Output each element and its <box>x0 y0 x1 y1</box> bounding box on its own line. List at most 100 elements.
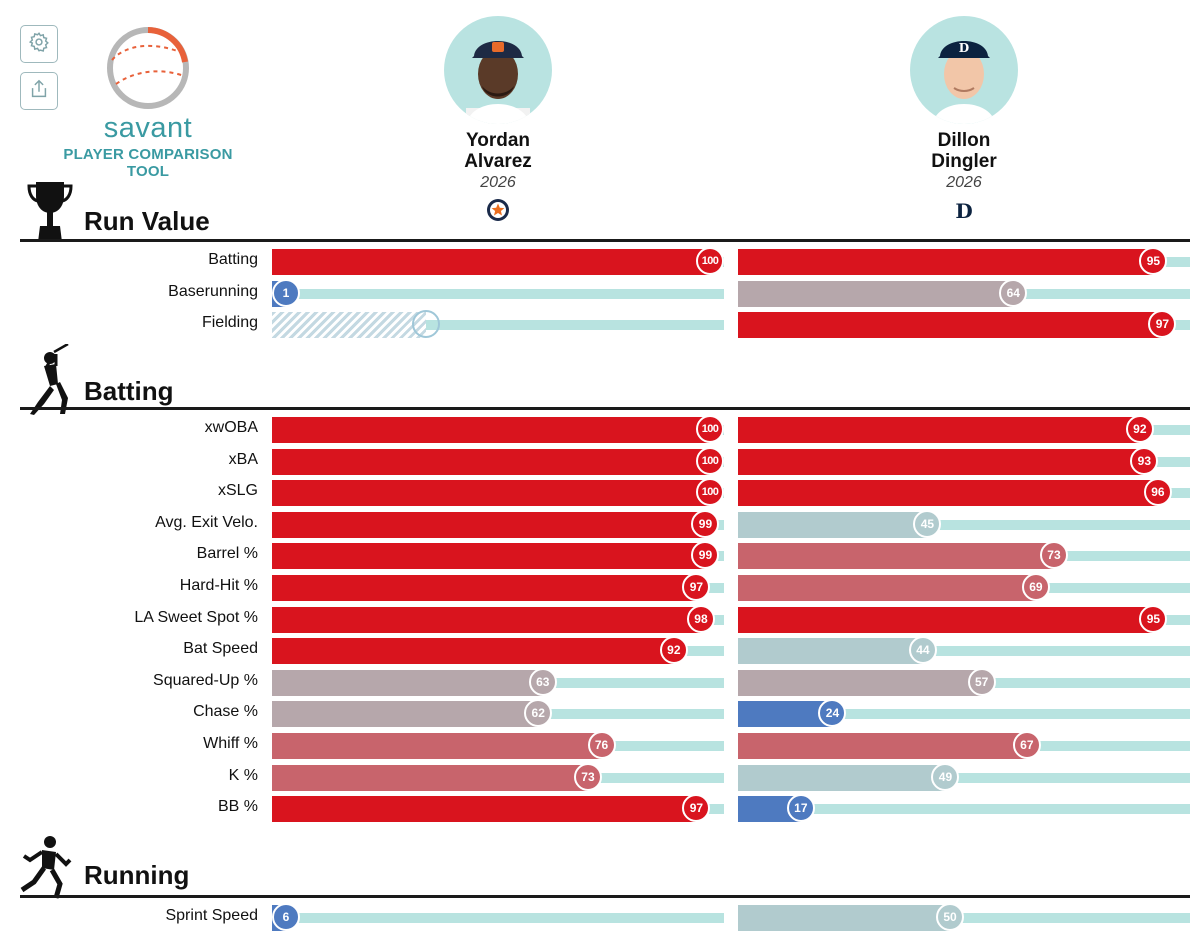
percentile-badge[interactable]: 17 <box>786 794 815 823</box>
metric-label: Avg. Exit Velo. <box>155 513 258 531</box>
metric-row-xslg: xSLG 100 96 <box>0 478 1200 507</box>
percentile-bar-fill <box>738 701 833 728</box>
percentile-badge[interactable]: 100 <box>696 415 724 443</box>
section-divider <box>20 239 1190 242</box>
percentile-badge[interactable]: 45 <box>913 509 942 538</box>
metric-row-avg-exit-velo: Avg. Exit Velo. 99 45 <box>0 509 1200 539</box>
player-last-name: Alvarez <box>464 151 532 172</box>
metric-label: Fielding <box>201 314 258 332</box>
percentile-bar-fill <box>272 606 701 633</box>
percentile-badge[interactable]: 92 <box>659 636 688 665</box>
no-data-hatched-bar <box>272 312 426 339</box>
percentile-bar-fill <box>272 638 674 665</box>
percentile-badge[interactable]: 99 <box>691 541 720 570</box>
savant-logo: savant PLAYER COMPARISON TOOL <box>63 26 256 180</box>
metric-row-fielding: Fielding 97 <box>0 310 1200 339</box>
percentile-badge[interactable]: 64 <box>999 278 1028 307</box>
percentile-track <box>272 288 724 299</box>
metric-label: Hard-Hit % <box>179 577 258 594</box>
percentile-badge[interactable]: 93 <box>1130 446 1159 475</box>
percentile-badge[interactable]: 98 <box>686 604 715 633</box>
percentile-track <box>738 646 1190 657</box>
percentile-badge[interactable]: 96 <box>1143 478 1172 507</box>
share-button[interactable] <box>20 72 58 110</box>
percentile-bar-fill <box>738 575 1036 601</box>
percentile-track <box>738 519 1190 530</box>
settings-button[interactable] <box>20 25 58 63</box>
metric-row-barrel: Barrel % 99 73 <box>0 541 1200 570</box>
percentile-bar-fill <box>272 543 706 570</box>
percentile-badge[interactable]: 100 <box>696 247 724 275</box>
section-divider <box>20 407 1190 410</box>
section-header-run-value: Run Value <box>20 178 1190 244</box>
percentile-badge[interactable]: 69 <box>1021 573 1050 601</box>
percentile-bar-fill <box>738 280 1014 307</box>
percentile-badge[interactable]: 1 <box>272 278 300 307</box>
percentile-badge[interactable]: 97 <box>682 573 711 601</box>
metric-row-baserunning: Baserunning 1 64 <box>0 278 1200 308</box>
tigers-d-icon: D <box>952 198 976 223</box>
percentile-bar-fill <box>272 417 710 443</box>
percentile-badge[interactable]: 67 <box>1012 731 1041 759</box>
percentile-badge[interactable]: 97 <box>682 794 711 823</box>
astros-star-icon <box>486 198 510 222</box>
section-divider <box>20 895 1190 898</box>
metric-row-xwoba: xwOBA 100 92 <box>0 415 1200 444</box>
svg-text:D: D <box>959 41 969 55</box>
trophy-icon <box>26 178 74 249</box>
metric-label: Barrel % <box>196 545 258 563</box>
percentile-bar-fill <box>272 575 697 601</box>
metric-row-bat-speed: Bat Speed 92 44 <box>0 636 1200 665</box>
percentile-bar-fill <box>272 669 543 696</box>
percentile-bar-fill <box>272 733 602 759</box>
percentile-badge[interactable]: 100 <box>696 446 724 475</box>
percentile-badge[interactable]: 95 <box>1139 247 1168 275</box>
percentile-bar-fill <box>272 796 697 823</box>
metric-label: xBA <box>228 450 258 468</box>
percentile-bar-fill <box>738 249 1154 275</box>
percentile-badge[interactable]: 73 <box>573 762 602 791</box>
metric-row-whiff: Whiff % 76 67 <box>0 731 1200 760</box>
percentile-bar-fill <box>738 905 950 931</box>
metric-label: Whiff % <box>203 735 258 752</box>
percentile-badge[interactable]: 95 <box>1139 604 1168 633</box>
metric-label: Chase % <box>193 703 258 721</box>
percentile-bar-fill <box>272 480 710 507</box>
percentile-badge[interactable]: 49 <box>931 762 960 791</box>
percentile-badge[interactable]: 73 <box>1039 541 1068 570</box>
runner-icon <box>20 834 72 905</box>
percentile-track <box>272 913 724 923</box>
percentile-badge[interactable]: 44 <box>908 636 937 665</box>
metric-label: BB % <box>217 798 258 816</box>
metric-row-la-sweet-spot: LA Sweet Spot % 98 95 <box>0 604 1200 634</box>
metric-label: Squared-Up % <box>153 671 258 689</box>
player-photo: D <box>910 16 1018 124</box>
player-photo <box>444 16 552 124</box>
percentile-badge[interactable]: 76 <box>587 731 616 759</box>
percentile-bar-fill <box>738 764 946 791</box>
baseball-logo-icon <box>107 27 189 109</box>
percentile-bar-fill <box>738 543 1054 570</box>
percentile-badge[interactable]: 97 <box>1148 310 1177 339</box>
section-title: Run Value <box>84 206 210 236</box>
percentile-badge-empty[interactable] <box>411 310 440 339</box>
percentile-badge[interactable]: 24 <box>818 699 847 728</box>
percentile-track <box>738 913 1190 923</box>
percentile-badge[interactable]: 62 <box>524 699 553 728</box>
section-header-batting: Batting <box>20 342 1190 415</box>
percentile-badge[interactable]: 99 <box>691 509 720 538</box>
percentile-badge[interactable]: 63 <box>528 667 557 696</box>
percentile-badge[interactable]: 92 <box>1125 415 1154 443</box>
percentile-track <box>272 320 724 331</box>
player-season: 2026 <box>480 174 516 191</box>
player-card-1[interactable]: Yordan Alvarez 2026 <box>388 16 608 222</box>
percentile-badge[interactable]: 100 <box>696 478 724 507</box>
percentile-badge[interactable]: 50 <box>936 903 964 931</box>
metric-label: Batting <box>208 251 258 268</box>
player-card-2[interactable]: D Dillon Dingler 2026 D <box>854 16 1074 223</box>
percentile-badge[interactable]: 57 <box>967 667 996 696</box>
metric-row-xba: xBA 100 93 <box>0 446 1200 476</box>
percentile-bar-fill <box>738 480 1158 507</box>
percentile-bar-fill <box>272 511 706 538</box>
percentile-badge[interactable]: 6 <box>272 903 300 931</box>
